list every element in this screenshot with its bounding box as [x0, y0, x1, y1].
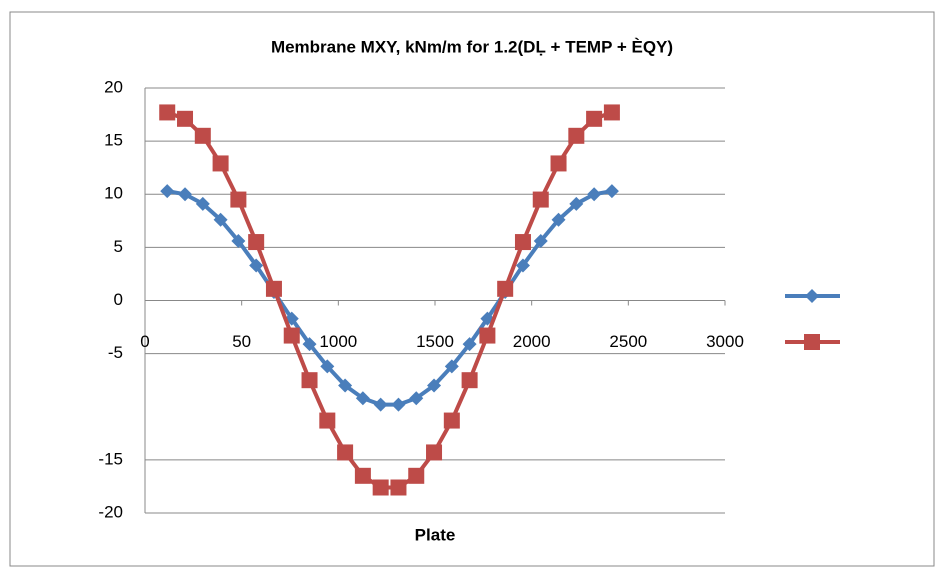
point [355, 391, 370, 406]
legend-marker [804, 334, 820, 350]
point [426, 444, 443, 461]
point [212, 155, 229, 172]
point [231, 234, 246, 248]
point [160, 184, 175, 199]
point [372, 479, 389, 496]
y-tick-label: 5 [114, 237, 123, 256]
point [177, 110, 194, 127]
point [515, 258, 530, 273]
point [338, 378, 353, 393]
point [461, 372, 478, 389]
point [604, 184, 619, 199]
x-tick-label: 2500 [609, 332, 647, 351]
x-tick-label: 3000 [706, 332, 744, 351]
point [194, 127, 211, 144]
point [178, 187, 193, 202]
point [462, 337, 477, 352]
point [354, 467, 371, 484]
x-tick-label: 0 [140, 332, 149, 351]
y-tick-label: -5 [108, 343, 123, 362]
point [586, 110, 603, 127]
point [390, 479, 407, 496]
point [497, 280, 514, 297]
point [195, 196, 210, 211]
chart-title: Membrane MXY, kNm/m for 1.2(DḶ + TEMP + … [271, 37, 673, 56]
point [569, 196, 584, 211]
point [587, 187, 602, 202]
x-tick-label: 1500 [416, 332, 454, 351]
x-tick-label: 50 [232, 332, 251, 351]
point [213, 212, 228, 227]
point [265, 280, 282, 297]
chart-border [9, 11, 935, 567]
y-tick-label: 20 [104, 77, 123, 96]
point [248, 234, 265, 251]
point [373, 397, 388, 412]
point [427, 378, 442, 393]
y-tick-label: -20 [98, 502, 123, 521]
y-tick-label: -15 [98, 449, 123, 468]
point [443, 412, 460, 429]
point [479, 327, 496, 344]
point [302, 337, 317, 352]
point [230, 191, 247, 208]
point [603, 104, 620, 121]
point [249, 258, 264, 273]
point [514, 234, 531, 251]
legend-marker [805, 289, 819, 303]
point [320, 359, 335, 374]
point [551, 212, 566, 227]
point [550, 155, 567, 172]
y-tick-label: 15 [104, 131, 123, 150]
point [301, 372, 318, 389]
series-line [166, 189, 613, 407]
point [319, 412, 336, 429]
point [409, 391, 424, 406]
y-tick-label: 10 [104, 184, 123, 203]
x-tick-label: 1000 [319, 332, 357, 351]
point [444, 359, 459, 374]
point [533, 234, 548, 248]
point [532, 191, 549, 208]
point [568, 127, 585, 144]
x-axis-label: Plate [415, 525, 456, 544]
point [283, 327, 300, 344]
y-tick-label: 0 [114, 290, 123, 309]
point [337, 444, 354, 461]
point [408, 467, 425, 484]
point [391, 397, 406, 412]
point [159, 104, 176, 121]
x-tick-label: 2000 [513, 332, 551, 351]
